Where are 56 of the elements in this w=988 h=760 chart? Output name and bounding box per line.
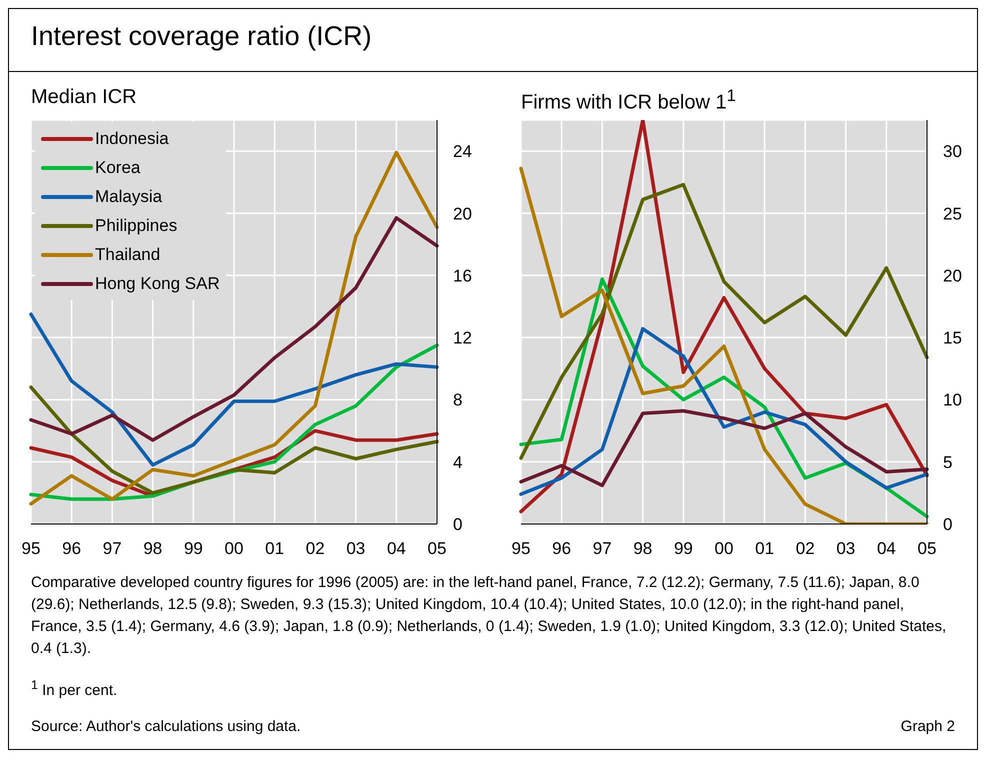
line-series (29, 216, 439, 442)
y-tick-label: 20 (453, 204, 472, 224)
y-tick-label: 12 (453, 328, 472, 348)
legend-label: Malaysia (95, 186, 162, 206)
y-tick-label: 25 (943, 204, 962, 224)
x-tick-label: 01 (755, 539, 774, 558)
line-series (29, 312, 439, 467)
x-tick-label: 97 (102, 539, 122, 558)
x-tick-label: 98 (143, 539, 162, 558)
chart-subtitle: Median ICR (30, 86, 138, 110)
y-tick-label: 20 (943, 266, 962, 286)
x-tick-label: 05 (918, 539, 936, 558)
x-tick-label: 96 (62, 539, 82, 558)
y-tick-label: 10 (943, 390, 962, 410)
x-tick-label: 03 (346, 539, 366, 558)
x-tick-label: 99 (674, 539, 693, 558)
x-tick-label: 03 (836, 539, 856, 558)
line-series (29, 386, 439, 495)
line-series (519, 182, 929, 460)
y-tick-label: 8 (453, 390, 462, 410)
x-tick-label: 99 (184, 539, 203, 558)
x-tick-label: 00 (714, 539, 734, 558)
caption: Graph 2 (900, 717, 955, 737)
x-tick-label: 96 (552, 539, 572, 558)
y-tick-label: 0 (453, 515, 462, 534)
x-tick-label: 97 (592, 539, 612, 558)
text: Comparative developed country figures for 1996 (2005) are: in the left-hand panel, France, 7.2 (12.2); Germany, 7.5 (11.6); Japan, 8.0 (29.6); Netherlands, 12.5 (9.8); Sweden, 9.3 (15.3); United Kingdom, 10.4 (10.4); United States, 10.0 (12.0); in the right-hand panel, France, 3.5 (1.4); Germany, 4.6 (3.9); Japan, 1.8 (0.9); Netherlands, 0 (1.4); Sweden, 1.9 (1.0); United Kingdom, 3.3 (12.0); United States, 0.4 (1.3). (31, 573, 948, 659)
text: $^{1}$ In per cent. (31, 677, 118, 701)
source-note: Source: Author's calculations using data. (31, 717, 301, 737)
y-tick-label: 15 (943, 328, 962, 348)
y-tick-label: 5 (943, 452, 952, 472)
legend-label: Indonesia (95, 128, 169, 148)
y-tick-label: 4 (453, 452, 462, 472)
x-tick-label: 02 (796, 539, 815, 558)
x-tick-label: 01 (265, 539, 284, 558)
chart-title: Interest coverage ratio (ICR) (9, 9, 977, 72)
x-tick-label: 98 (633, 539, 652, 558)
x-tick-label: 00 (224, 539, 244, 558)
chart-subtitle: Firms with ICR below 1$^{1}$ (520, 86, 737, 114)
x-tick-label: 04 (876, 539, 896, 558)
line-series (519, 327, 929, 496)
line-series (29, 150, 439, 506)
x-tick-label: 95 (512, 539, 530, 558)
x-tick-label: 05 (428, 539, 446, 558)
legend-label: Thailand (95, 244, 160, 264)
x-tick-label: 95 (22, 539, 40, 558)
line-series (519, 409, 929, 488)
legend-label: Hong Kong SAR (95, 274, 220, 294)
y-tick-label: 30 (943, 142, 962, 162)
y-tick-label: 24 (453, 142, 472, 162)
x-tick-label: 04 (386, 539, 406, 558)
y-tick-label: 16 (453, 266, 472, 286)
y-tick-label: 0 (943, 515, 952, 534)
legend-label: Philippines (95, 216, 178, 236)
x-tick-label: 02 (306, 539, 325, 558)
legend-label: Korea (95, 158, 140, 178)
